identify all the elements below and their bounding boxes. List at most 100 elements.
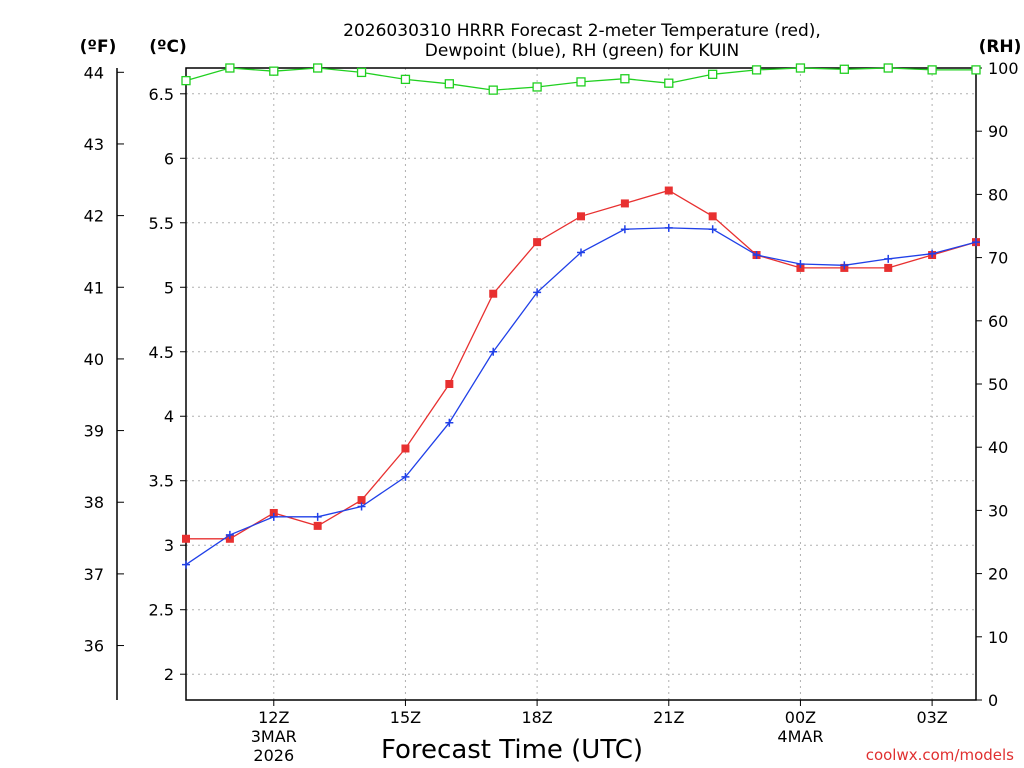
rh-point (751, 65, 762, 75)
dewpoint-point (445, 418, 454, 427)
dewpoint-point (489, 347, 498, 356)
rh-tick-label: 100 (988, 59, 1019, 78)
temperature-point (533, 238, 542, 247)
celsius-tick-label: 2.5 (149, 601, 174, 620)
fahrenheit-tick-label: 36 (84, 637, 104, 656)
rh-axis-unit: (RH) (979, 37, 1022, 57)
rh-point (971, 65, 981, 75)
fahrenheit-tick-label: 44 (84, 63, 104, 82)
temperature-point (664, 186, 673, 195)
tick-labels: 2 2.5 3 3.5 4 4.5 5 5.5 6 6.5 36 37 38 39 40 41 42 43 44 0 1… (84, 59, 1019, 765)
rh-point (664, 78, 674, 88)
dewpoint-line (185, 227, 977, 566)
dewpoint-point (577, 248, 585, 257)
rh-tick-label: 20 (988, 565, 1008, 584)
fahrenheit-tick-label: 41 (84, 278, 104, 297)
credit-link[interactable]: coolwx.com/models (866, 746, 1014, 764)
dewpoint-point (357, 502, 366, 511)
rh-point (708, 69, 718, 79)
rh-point (488, 85, 498, 95)
data-series (181, 63, 981, 569)
rh-tick-label: 80 (988, 185, 1008, 204)
temperature-point (489, 289, 498, 298)
chart-title-line-1: 2026030310 HRRR Forecast 2-meter Tempera… (343, 21, 821, 41)
x-tick-label: 21Z (653, 708, 684, 727)
temperature-point (401, 444, 410, 453)
rh-tick-label: 70 (988, 249, 1008, 268)
chart-title-line-2: Dewpoint (blue), RH (green) for KUIN (425, 41, 739, 61)
dewpoint-point (620, 225, 629, 234)
temperature-point (313, 521, 322, 530)
rh-tick-label: 0 (988, 691, 998, 710)
rh-tick-label: 60 (988, 312, 1008, 331)
celsius-tick-label: 5 (164, 278, 174, 297)
rh-tick-label: 10 (988, 628, 1008, 647)
grid-lines (186, 68, 976, 700)
temperature-point (708, 212, 717, 221)
rh-point (181, 75, 191, 86)
dewpoint-point (708, 225, 717, 234)
temperature-point (357, 496, 366, 505)
dewpoint-point (401, 472, 410, 481)
x-tick-label: 12Z (258, 708, 289, 727)
dewpoint-point (840, 261, 849, 270)
rh-tick-label: 40 (988, 438, 1008, 457)
fahrenheit-tick-label: 40 (84, 350, 104, 369)
celsius-tick-label: 5.5 (149, 214, 174, 233)
dewpoint-point (313, 512, 322, 521)
x-tick-label: 00Z (785, 708, 816, 727)
temperature-point (577, 212, 585, 221)
celsius-tick-label: 2 (164, 665, 174, 684)
celsius-tick-label: 3.5 (149, 472, 174, 491)
rh-point (795, 63, 806, 73)
dewpoint-point (972, 238, 980, 247)
x-year-label: 2026 (253, 746, 294, 765)
rh-point (444, 79, 454, 89)
x-date-label: 3MAR (251, 727, 297, 746)
celsius-tick-label: 6 (164, 149, 174, 168)
celsius-axis-unit: (ºC) (149, 37, 187, 57)
dewpoint-point (664, 223, 673, 232)
fahrenheit-axis-unit: (ºF) (80, 37, 117, 57)
rh-point (532, 82, 542, 92)
dewpoint-point (752, 251, 761, 260)
fahrenheit-tick-label: 37 (84, 565, 104, 584)
temperature-point (445, 380, 454, 388)
temperature-point (884, 263, 893, 272)
axes (116, 67, 982, 706)
rh-point (356, 67, 367, 78)
rh-point (883, 63, 893, 73)
dewpoint-point (533, 288, 542, 297)
x-date-label: 4MAR (777, 727, 823, 746)
rh-point (620, 74, 630, 84)
fahrenheit-tick-label: 38 (84, 493, 104, 512)
x-axis-label: Forecast Time (UTC) (381, 735, 643, 765)
x-tick-label: 03Z (916, 708, 947, 727)
rh-point (400, 74, 411, 85)
x-tick-label: 15Z (390, 708, 421, 727)
rh-tick-label: 50 (988, 375, 1008, 394)
dewpoint-point (182, 560, 190, 569)
temperature-point (182, 534, 190, 543)
celsius-tick-label: 4.5 (149, 343, 174, 362)
rh-point (269, 66, 279, 76)
dewpoint-point (269, 512, 278, 521)
rh-point (313, 63, 323, 73)
celsius-tick-label: 3 (164, 536, 174, 555)
celsius-tick-label: 6.5 (149, 85, 174, 104)
rh-tick-label: 90 (988, 122, 1008, 141)
fahrenheit-tick-label: 39 (84, 422, 104, 441)
dewpoint-point (796, 260, 805, 269)
dewpoint-point (225, 530, 234, 539)
rh-point (839, 64, 849, 74)
rh-tick-label: 30 (988, 501, 1008, 520)
rh-point (576, 77, 586, 87)
fahrenheit-tick-label: 43 (84, 135, 104, 154)
plot-frame (185, 67, 977, 701)
rh-point (225, 63, 235, 73)
celsius-tick-label: 4 (164, 407, 174, 426)
dewpoint-point (884, 254, 893, 263)
dewpoint-point (928, 249, 937, 258)
rh-point (927, 65, 937, 75)
